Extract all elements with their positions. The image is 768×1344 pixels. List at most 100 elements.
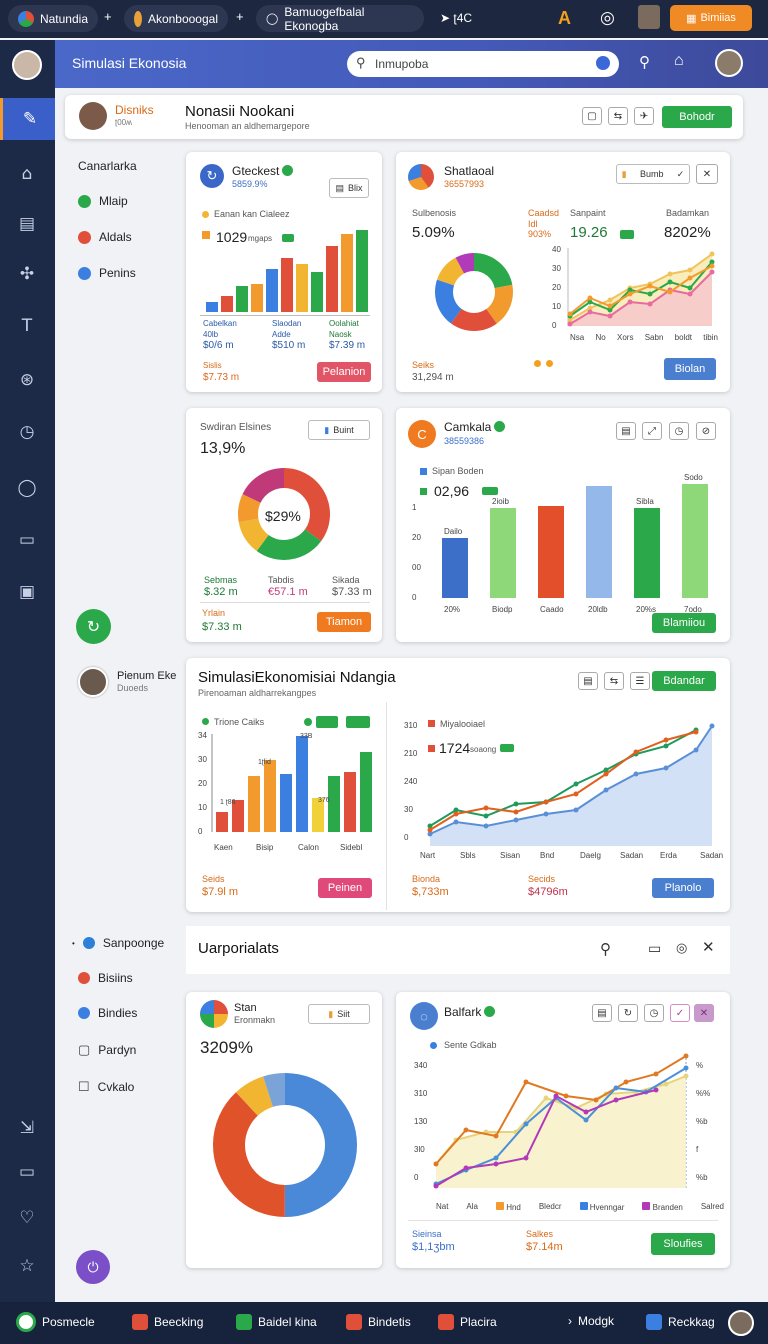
swap-icon[interactable]: ⇆	[608, 107, 628, 125]
footer-label: Sislis	[203, 361, 222, 370]
left-menu-item-1[interactable]: Mlaip	[78, 194, 128, 208]
close-icon[interactable]: ✕	[696, 164, 718, 184]
left-menu-item-2[interactable]: Aldals	[78, 230, 132, 244]
taskbar-item-7[interactable]: Reckkag	[646, 1314, 715, 1330]
user-avatar[interactable]	[78, 667, 108, 697]
card-action-button[interactable]: Biolan	[664, 358, 716, 380]
chart-icon[interactable]: ▤	[18, 214, 36, 234]
card-sub: 36557993	[444, 179, 485, 189]
power-icon: ⏻	[87, 1258, 99, 1275]
user-avatar[interactable]	[12, 50, 42, 80]
taskbar-item-2[interactable]: Beecking	[132, 1314, 203, 1330]
monitor-icon[interactable]: ▭	[18, 1162, 36, 1182]
extra-tab[interactable]: ➤ ʈ4C	[440, 11, 472, 25]
pager-dot[interactable]	[534, 360, 541, 367]
filter-pill[interactable]: ▤ Blix	[329, 178, 369, 198]
compass-icon[interactable]: ⊛	[19, 370, 35, 390]
export-icon[interactable]: ⇲	[19, 1118, 35, 1138]
home-icon[interactable]: ⌂	[674, 52, 684, 69]
left-menu2-item-2[interactable]: Bisiins	[78, 971, 133, 985]
save-icon[interactable]: ▢	[582, 107, 602, 125]
text-icon[interactable]: T	[21, 316, 33, 336]
panel-action-button[interactable]: Bdandar	[652, 671, 716, 691]
search-input[interactable]: ⚲ Inmupoba	[347, 51, 619, 77]
filter-pill[interactable]: ▮ Bumb ✓	[616, 164, 690, 184]
brand-a-icon[interactable]: A	[558, 8, 571, 28]
card-action-button[interactable]: Pelanion	[317, 362, 371, 382]
top-action-button[interactable]: ▦ Bimiias	[670, 5, 752, 31]
clock-icon[interactable]: ◷	[19, 422, 35, 442]
grid-icon[interactable]: ▤	[592, 1004, 612, 1022]
settings-icon[interactable]: ◎	[676, 940, 688, 955]
taskbar-item-4[interactable]: Bindetis	[346, 1314, 411, 1330]
card-action-button[interactable]: Sloufies	[651, 1233, 715, 1255]
card-action-button[interactable]: Peinen	[318, 878, 372, 898]
left-menu2-item-3[interactable]: Bindies	[78, 1006, 137, 1020]
voice-icon[interactable]	[596, 56, 610, 70]
search-icon[interactable]: ⚲	[600, 941, 611, 958]
power-fab[interactable]: ⏻	[76, 1250, 110, 1284]
avatar[interactable]	[638, 5, 660, 29]
clock-icon[interactable]: ◷	[644, 1004, 664, 1022]
menu-icon[interactable]: ☰	[630, 672, 650, 690]
browser-tab-3[interactable]: ◯ Bamuogefbalal Ekonogba	[256, 5, 424, 33]
card-action-button[interactable]: Blamiiou	[652, 613, 716, 633]
stat-label: Sanpaint	[570, 208, 606, 218]
filter-pill[interactable]: ▮ Siit	[308, 1004, 370, 1024]
heart-icon[interactable]: ♡	[19, 1208, 35, 1228]
building-icon[interactable]: ⌂	[21, 164, 33, 184]
close-icon[interactable]: ✕	[702, 939, 715, 956]
clock-icon[interactable]: ◷	[669, 422, 689, 440]
pager-dot[interactable]	[546, 360, 553, 367]
taskbar-item-5[interactable]: Placira	[438, 1314, 497, 1330]
filter-pill[interactable]: ▮ Buint	[308, 420, 370, 440]
browser-tab-2[interactable]: Akonbooogal	[124, 5, 228, 32]
star-icon[interactable]: ☆	[19, 1256, 35, 1276]
refresh-icon[interactable]: ↻	[618, 1004, 638, 1022]
search-icon[interactable]: ⚲	[639, 54, 650, 71]
new-tab-icon[interactable]: +	[104, 9, 112, 24]
sidebar-item-active[interactable]: ✎	[0, 98, 55, 140]
window-icon[interactable]: ▭	[648, 940, 662, 956]
header-avatar[interactable]	[715, 49, 743, 77]
point	[427, 831, 433, 837]
browser-tab-1[interactable]: Natundia	[8, 5, 98, 32]
point	[587, 309, 593, 315]
network-icon[interactable]: ✣	[19, 264, 35, 284]
left-menu-item-3[interactable]: Penins	[78, 266, 136, 280]
x-tick: Bisip	[256, 843, 274, 852]
left-menu2-item-1[interactable]: • Sanpoonge	[72, 936, 164, 950]
taskbar-item-3[interactable]: Baidel kina	[236, 1314, 317, 1330]
card-action-button[interactable]: Planolo	[652, 878, 714, 898]
panel-subtitle: Pirenoaman aldharrekangpes	[198, 688, 317, 698]
filter-icon[interactable]: ✓	[670, 1004, 690, 1022]
grid-icon[interactable]: ▤	[578, 672, 598, 690]
profile-strip: Disniks ʈ00ʍ Nonasii Nookani Henooman an…	[65, 95, 743, 139]
taskbar-item-1[interactable]: Posmecle	[16, 1312, 95, 1332]
close-icon[interactable]: ✕	[694, 1004, 714, 1022]
swap-icon[interactable]: ⇆	[604, 672, 624, 690]
x-tick: 20%	[444, 605, 460, 614]
pin-icon[interactable]: ✈	[634, 107, 654, 125]
taskbar-avatar[interactable]	[728, 1310, 754, 1336]
notification-icon[interactable]: ◎	[600, 8, 615, 27]
verified-icon	[484, 1006, 495, 1017]
new-tab-icon[interactable]: +	[236, 9, 244, 24]
bar	[586, 486, 612, 598]
taskbar-item-6[interactable]: › Modgk	[568, 1314, 614, 1328]
point	[647, 301, 653, 307]
expand-icon[interactable]: ⤢	[642, 422, 662, 440]
left-menu2-item-4[interactable]: ▢ Pardyn	[78, 1042, 136, 1058]
profile-action-button[interactable]: Bohodr	[662, 106, 732, 128]
chat-icon[interactable]: ◯	[17, 478, 37, 498]
inbox-icon[interactable]: ▭	[18, 530, 36, 550]
link-icon[interactable]: ⊘	[696, 422, 716, 440]
left-menu-label: Sanpoonge	[102, 936, 165, 950]
card-action-button[interactable]: Tiamon	[317, 612, 371, 632]
refresh-fab[interactable]: ↻	[76, 609, 111, 644]
left-menu2-item-5[interactable]: ☐ Cvkalo	[78, 1079, 134, 1095]
line-chart: 310 210 240 30 0 Nart Sbls Sisan Bnd Daelg Sadan Er…	[404, 721, 723, 860]
folder-icon[interactable]: ▣	[18, 582, 36, 602]
profile-avatar[interactable]	[79, 102, 107, 130]
grid-icon[interactable]: ▤	[616, 422, 636, 440]
